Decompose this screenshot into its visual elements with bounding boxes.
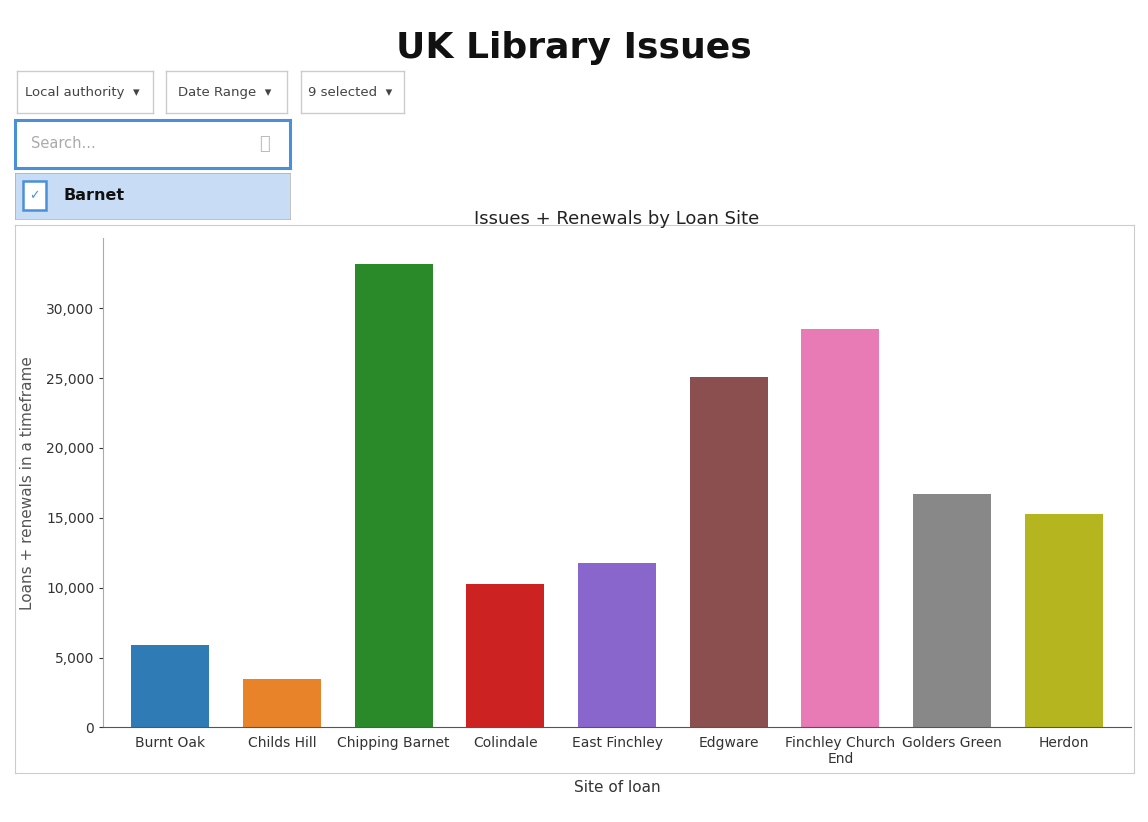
Bar xyxy=(913,494,991,727)
Text: ⌕: ⌕ xyxy=(259,135,270,153)
Bar xyxy=(801,330,879,727)
X-axis label: Site of loan: Site of loan xyxy=(574,780,660,795)
Bar xyxy=(1025,514,1103,727)
Bar xyxy=(243,679,321,727)
Bar xyxy=(690,376,768,727)
Text: Barnet: Barnet xyxy=(63,188,124,203)
Bar xyxy=(577,562,657,727)
Bar xyxy=(466,584,544,727)
FancyBboxPatch shape xyxy=(23,181,46,210)
Text: ✓: ✓ xyxy=(29,189,39,202)
Y-axis label: Loans + renewals in a timeframe: Loans + renewals in a timeframe xyxy=(20,356,34,610)
Text: Date Range  ▾: Date Range ▾ xyxy=(178,85,271,99)
Text: UK Library Issues: UK Library Issues xyxy=(396,31,752,65)
Text: 9 selected  ▾: 9 selected ▾ xyxy=(309,85,393,99)
Bar xyxy=(355,264,433,727)
Text: Search...: Search... xyxy=(31,136,96,151)
Bar xyxy=(131,645,209,727)
Title: Issues + Renewals by Loan Site: Issues + Renewals by Loan Site xyxy=(474,210,760,229)
Text: Local authority  ▾: Local authority ▾ xyxy=(25,85,140,99)
